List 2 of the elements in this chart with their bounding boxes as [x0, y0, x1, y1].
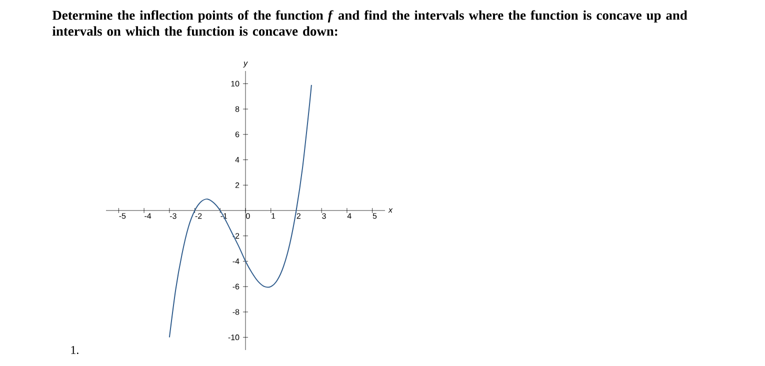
text: 1. — [71, 346, 78, 354]
chart-title: Determine the inflection points of the function f and find the intervals where the function is concave up and intervals on which the function is concave down: — [52, 10, 688, 36]
